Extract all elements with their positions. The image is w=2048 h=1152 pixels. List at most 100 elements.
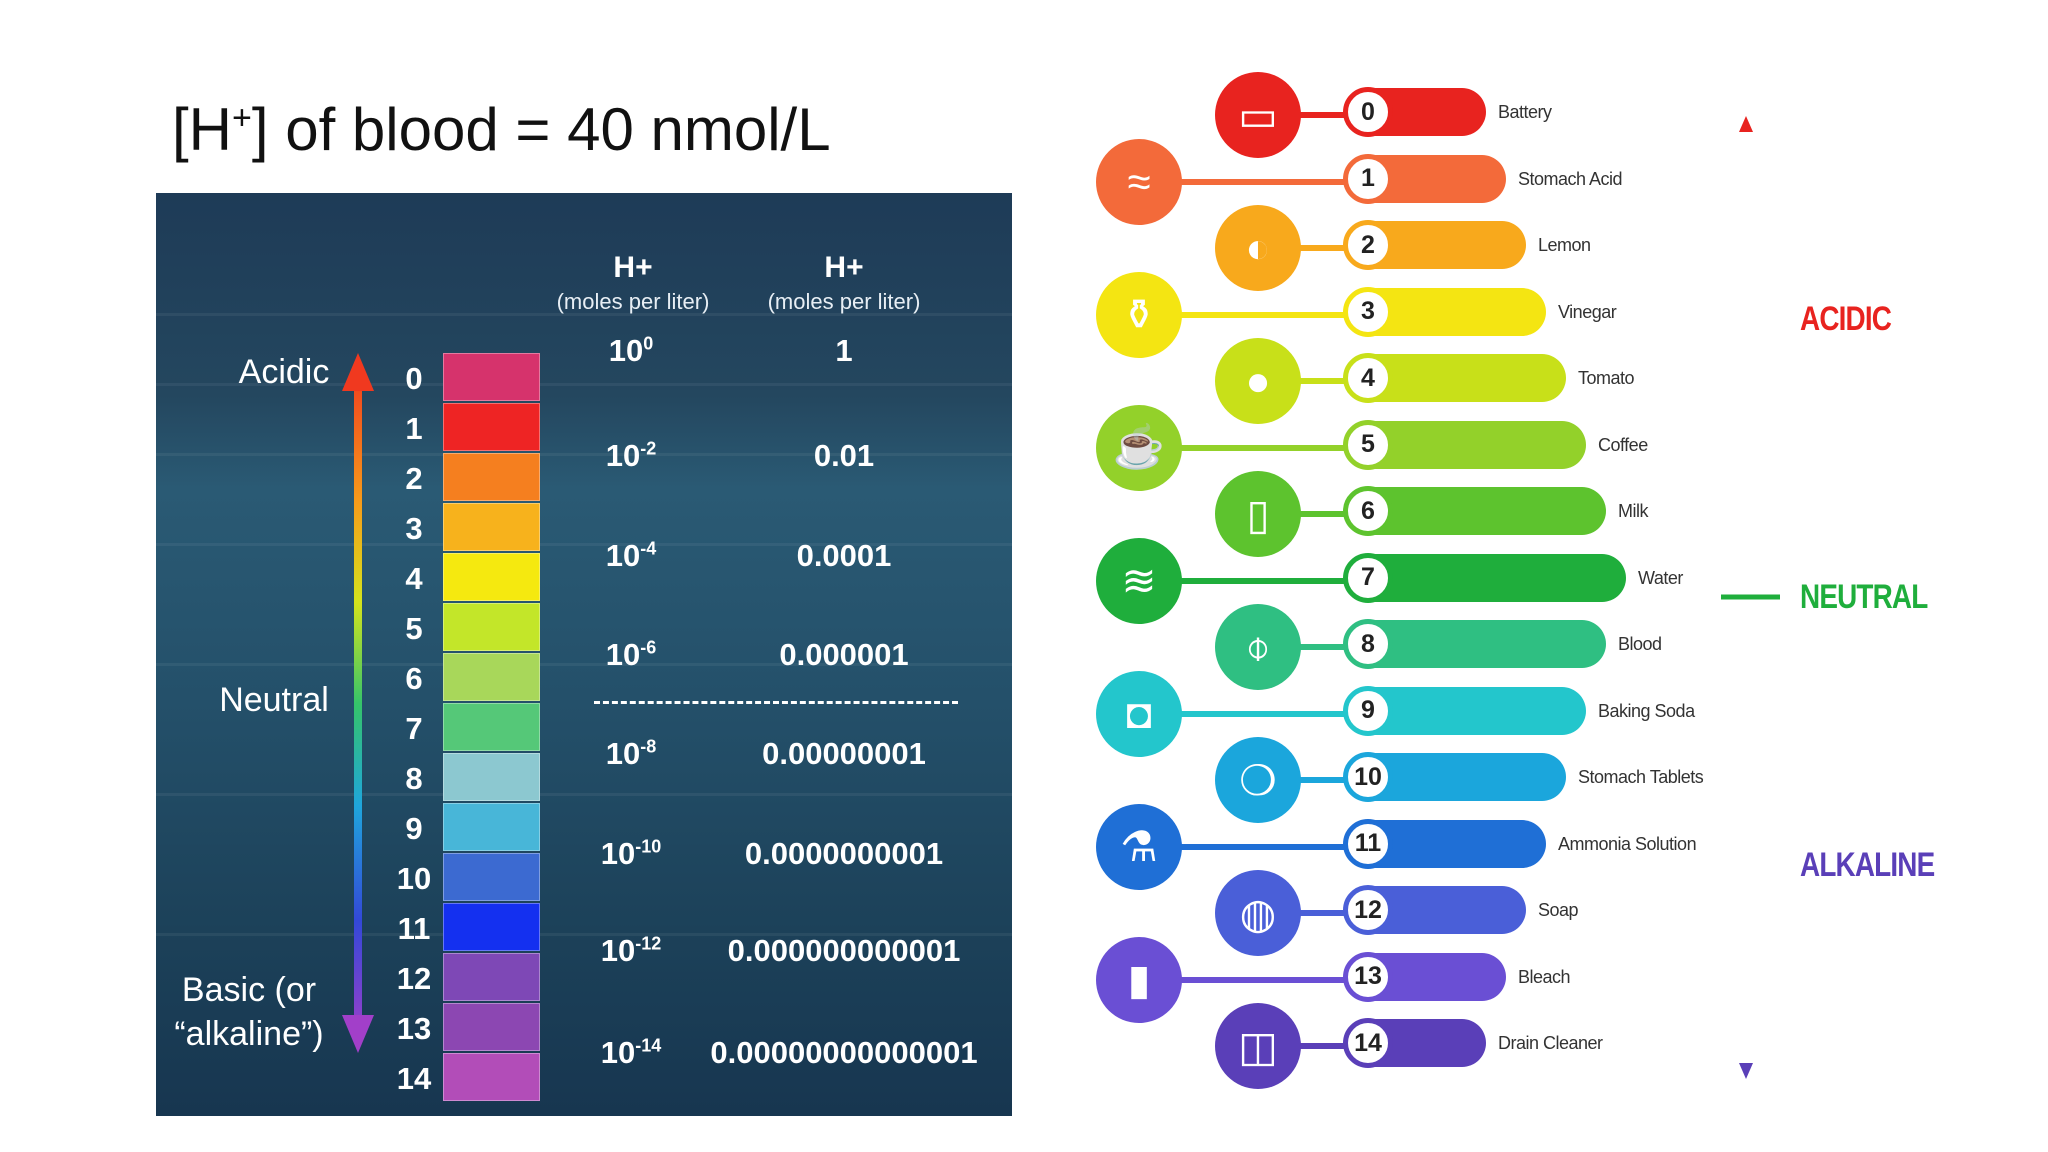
alkaline-class-label: ALKALINE [1800,846,1935,884]
ph-color-cell [443,1003,540,1051]
ph-number: 7 [405,711,423,746]
title-suffix: ] of blood = 40 nmol/L [251,96,831,163]
substance-label: Tomato [1578,368,1635,388]
ph-number: 14 [396,1061,432,1096]
ph-bar [1372,620,1606,668]
ph-value-badge: 5 [1343,419,1393,470]
title-superscript: + [232,99,252,137]
ph-value-badge: 7 [1343,552,1393,603]
ph-value-badge: 3 [1343,286,1393,337]
water-ripple [156,663,1012,666]
ph-number: 11 [397,911,431,946]
ph-value-badge: 14 [1343,1018,1393,1068]
concentration-value: 0.0001 [796,538,892,573]
ph-color-cell [443,853,540,901]
scale-row-blood: ⌽ 8 Blood [1080,604,2048,690]
scale-row-bleach: ▮ 13 Bleach [1080,936,2048,1023]
ph-value-badge: 9 [1343,685,1393,736]
col2-subheader: (moles per liter) [767,289,921,314]
basic-label-line1: Basic (or [181,971,317,1009]
power-of-ten: 10-12 [571,933,691,969]
substance-label: Drain Cleaner [1498,1033,1603,1053]
power-exponent: 0 [643,333,654,354]
classification-arrows [1721,116,1780,1079]
connector-line [1295,910,1350,916]
col1-header: H+ [613,251,653,284]
connector-line [1295,378,1350,384]
power-of-ten: 10-14 [571,1035,691,1071]
power-base: 10 [608,333,644,368]
power-base: 10 [605,736,641,771]
ph-concentration-table: H+ (moles per liter) H+ (moles per liter… [156,193,1012,1116]
ph-color-cell [443,1053,540,1101]
ph-value-badge: 11 [1343,818,1393,869]
power-exponent: -2 [640,438,657,459]
substance-label: Stomach Tablets [1578,767,1704,787]
connector-line [1295,112,1350,118]
connector-line [1176,178,1350,185]
tomato-icon: ● [1215,338,1301,424]
water-ripple [156,793,1012,796]
connector-line [1295,644,1350,650]
ph-bar [1372,221,1526,269]
substance-label: Soap [1538,900,1579,920]
ph-color-cell [443,453,540,501]
col1-subheader: (moles per liter) [556,289,710,314]
connector-line [1176,444,1350,451]
ph-number: 9 [405,811,423,846]
concentration-value: 0.000000000001 [727,933,961,968]
ph-bar [1372,819,1546,868]
ph-color-cell [443,903,540,951]
ph-number: 13 [396,1011,432,1046]
connector-line [1295,511,1350,517]
scale-row-coffee: ☕ 5 Coffee [1080,404,2048,491]
power-base: 10 [605,538,641,573]
ph-value-badge: 10 [1343,752,1393,802]
power-exponent: -14 [635,1035,662,1056]
scale-row-baking-soda: ◘ 9 Baking Soda [1080,670,2048,757]
connector-line [1176,843,1350,850]
ph-color-cell [443,803,540,851]
water-ripple [156,313,1012,316]
flask-icon: ⚗ [1096,803,1182,890]
ph-value-badge: 4 [1343,353,1393,403]
connector-line [1295,777,1350,783]
ph-number: 4 [405,561,423,596]
substance-label: Bleach [1518,966,1571,987]
stomach-tablet-icon: ❍ [1215,737,1301,823]
ph-value-badge: 6 [1343,486,1393,536]
power-of-ten: 10-2 [571,438,691,474]
blood-tube-icon: ⌽ [1215,604,1301,690]
title-prefix: [H [172,96,232,163]
power-of-ten: 10-10 [571,836,691,872]
scale-row-battery: ▭ 0 Battery [1080,72,2048,158]
ph-bar [1372,154,1506,203]
connector-line [1176,976,1350,983]
ph-bar [1372,686,1586,735]
ph-value-badge: 8 [1343,619,1393,669]
stomach-icon: ≈ [1096,138,1182,225]
neutral-label: Neutral [219,681,329,719]
ph-bar [1372,753,1566,801]
acidic-class-label: ACIDIC [1800,300,1892,338]
power-base: 10 [605,438,641,473]
power-base: 10 [600,1035,636,1070]
scale-row-soap: ◍ 12 Soap [1080,870,2048,956]
substance-label: Lemon [1538,235,1591,255]
ph-bar [1372,886,1526,934]
water-ripple [156,453,1012,456]
neutral-class-label: NEUTRAL [1800,578,1928,616]
power-base: 10 [600,836,636,871]
power-exponent: -4 [640,538,657,559]
ph-number: 12 [396,961,432,996]
ph-color-cell [443,403,540,451]
power-of-ten: 10-6 [571,637,691,673]
substance-label: Milk [1618,501,1649,521]
ph-color-cell [443,353,540,401]
scale-row-water: ≋ 7 Water [1080,537,2048,624]
substance-label: Stomach Acid [1518,168,1623,189]
ph-color-cell [443,703,540,751]
ph-value-badge: 13 [1343,951,1393,1002]
bleach-jug-icon: ▮ [1096,936,1182,1023]
ph-number: 6 [405,661,423,696]
